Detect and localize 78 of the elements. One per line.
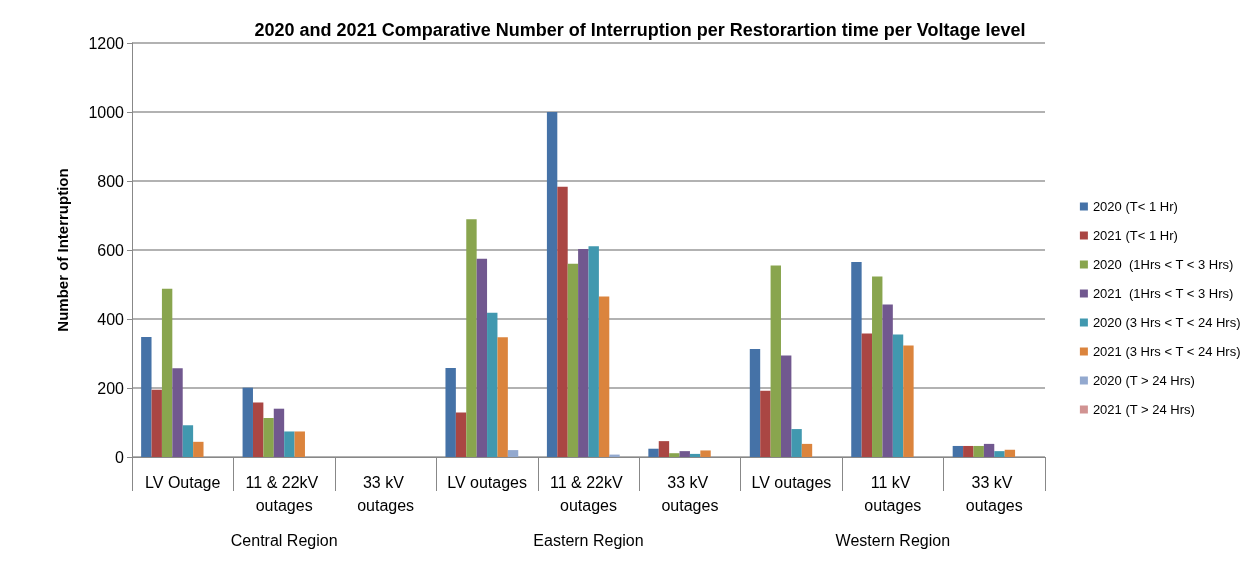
bar [466,219,477,457]
bar [658,441,670,457]
bar [952,445,964,457]
text: Central Region [230,531,338,549]
x-tick-label: 33 kV outages [965,474,1023,514]
y-tick-label: 1200 [88,34,125,52]
legend-label: 2021 (1Hrs < T < 3 Hrs) [1092,286,1234,301]
bar [182,425,194,457]
x-tick-label: 33 kV outages [357,474,415,514]
bar [882,304,893,457]
bar [598,296,610,457]
bar [546,112,558,457]
bar [903,345,914,457]
bar [770,265,781,457]
legend-label: 2020 (T > 24 Hrs) [1092,373,1195,388]
y-tick-label: 600 [97,241,125,259]
bar [497,337,508,457]
legend-label: 2020 (3 Hrs < T < 24 Hrs) [1092,315,1241,330]
bar [252,402,264,457]
bar [780,355,792,457]
y-axis-title: Number of Interruption [54,168,71,332]
bar [749,349,761,457]
x-tick-label: 11 & 22kV outages [549,474,628,514]
text: Western Region [835,531,951,549]
bar [994,451,1005,457]
bar [294,431,305,457]
bar [963,445,974,457]
legend-label: 2021 (T< 1 Hr) [1092,228,1178,243]
bar [801,443,813,457]
y-tick-label: 1000 [88,103,125,121]
bar [141,336,152,457]
bar [487,312,498,457]
bar [588,246,599,457]
legend-label: 2020 (T< 1 Hr) [1092,199,1178,214]
bar [648,448,659,457]
bar [700,450,711,457]
bar [445,367,456,457]
bar [679,451,690,457]
y-tick-label: 200 [97,379,125,397]
bar [263,418,274,457]
bar [689,453,701,457]
bar [892,334,904,457]
bar [193,441,204,457]
legend-label: 2021 (T > 24 Hrs) [1092,402,1195,417]
bar [861,333,873,457]
chart-title: 2020 and 2021 Comparative Number of Interruption per Restorartion time per Voltage level [254,20,1026,40]
x-tick-label: LV outages [447,474,527,491]
x-tick-label: 33 kV outages [661,474,719,514]
bar [476,258,488,457]
bar [507,450,519,457]
y-tick-label: 800 [97,172,125,190]
x-tick-label: 11 kV outages [864,474,922,514]
bar [284,431,295,457]
x-tick-label: LV outages [751,474,832,491]
x-tick-label: 11 & 22kV outages [245,474,323,514]
bar [669,453,680,457]
bar [455,412,467,457]
y-tick-label: 0 [115,448,125,466]
bar [161,288,173,457]
bar [872,276,883,457]
bar [242,387,253,457]
legend-label: 2021 (3 Hrs < T < 24 Hrs) [1092,344,1241,359]
bar [557,186,568,457]
bar [151,389,162,457]
bar [973,445,984,457]
bar [172,368,183,457]
legend-label: 2020 (1Hrs < T < 3 Hrs) [1092,257,1234,272]
bar [273,408,285,457]
bar [1004,449,1016,457]
bar [760,390,771,457]
bar [578,248,589,457]
y-tick-label: 400 [97,310,125,328]
bar [851,262,862,457]
x-tick-label: LV Outage [145,474,221,491]
bar [983,443,995,457]
text: Eastern Region [533,531,644,549]
bar [567,263,579,457]
bar [791,429,802,457]
